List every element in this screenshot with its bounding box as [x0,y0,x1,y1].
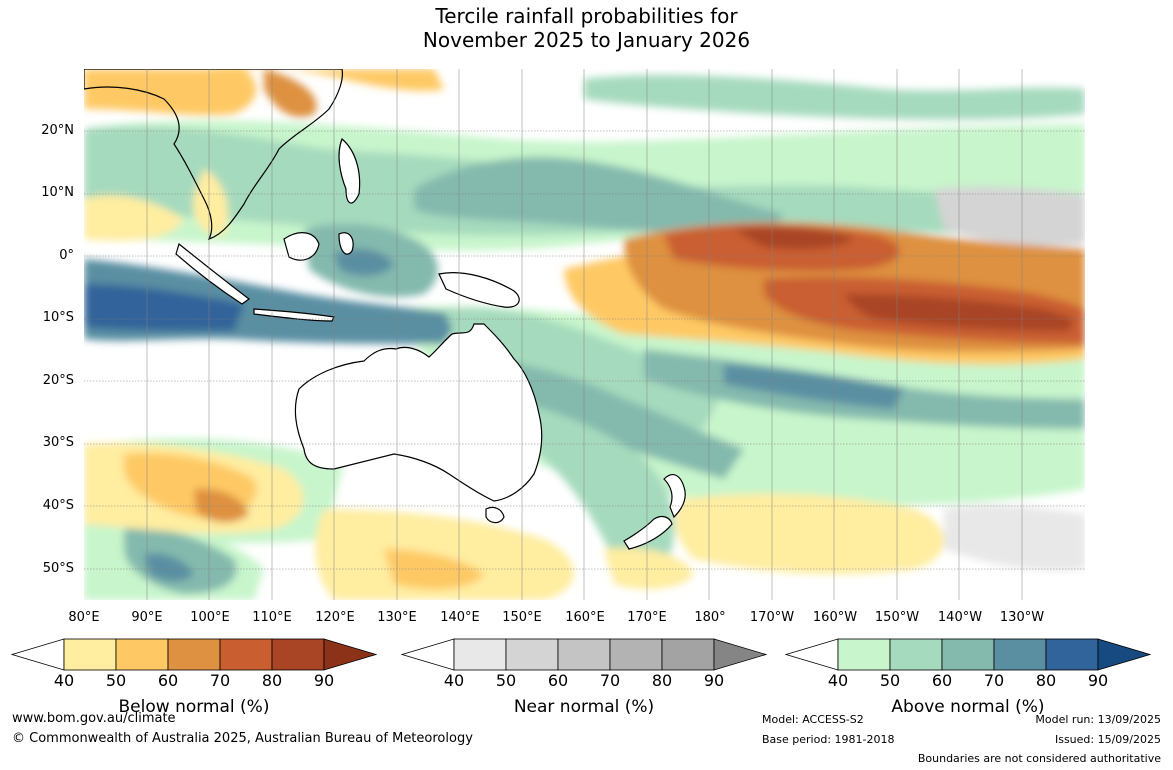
cb-above-segment-5 [1045,638,1099,671]
cb-near-segment-4 [609,638,663,671]
sulawesi-landmass [338,232,354,255]
cb-below-tick-60: 60 [157,671,179,690]
lon-label-160w: 160°W [812,610,858,625]
philippines-landmass [338,138,361,204]
java-landmass [253,308,335,322]
lat-label-50s: 50°S [42,561,74,576]
colorbar-strip [10,638,1152,671]
cb-below-segment-5 [271,638,325,671]
cb-near-segment-2 [505,638,559,671]
cb-above-tick-50: 50 [879,671,901,690]
cb-below-tick-70: 70 [209,671,231,690]
new-zealand-north-island [663,473,686,519]
bom-url-link[interactable]: www.bom.gov.au/climate [12,711,176,726]
cb-below-tick-50: 50 [105,671,127,690]
cb-below-segment-6 [323,638,378,671]
lon-label-90e: 90°E [131,610,163,625]
boundaries-disclaimer: Boundaries are not considered authoritat… [917,752,1161,765]
cb-below-segment-2 [115,638,169,671]
colorbar-above-normal [784,638,1152,671]
title-line-2: November 2025 to January 2026 [422,28,751,52]
lat-label-20n: 20°N [41,123,74,138]
lon-label-170e: 170°E [627,610,667,625]
cb-above-title: Above normal (%) [891,697,1045,717]
map-title: Tercile rainfall probabilities for Novem… [0,4,1173,52]
cb-above-tick-90: 90 [1087,671,1109,690]
lat-label-10s: 10°S [42,310,74,325]
cb-below-title: Below normal (%) [118,697,270,717]
sumatra-landmass [175,242,251,305]
cb-near-tick-70: 70 [599,671,621,690]
latitude-gridlines [84,130,1085,570]
lat-label-0: 0° [59,248,74,263]
coastlines [175,138,686,550]
base-period-text: Base period: 1981-2018 [762,733,895,746]
lon-label-110e: 110°E [252,610,292,625]
lon-label-130w: 130°W [999,610,1045,625]
cb-above-tick-40: 40 [827,671,849,690]
lat-label-40s: 40°S [42,498,74,513]
cb-below-tick-90: 90 [313,671,335,690]
cb-below-segment-3 [167,638,221,671]
cb-near-tick-50: 50 [495,671,517,690]
cb-near-segment-5 [661,638,715,671]
cb-below-tick-40: 40 [53,671,75,690]
copyright-text: © Commonwealth of Australia 2025, Austra… [12,731,473,746]
cb-below-segment-1 [63,638,117,671]
lon-label-140e: 140°E [440,610,480,625]
model-text: Model: ACCESS-S2 [762,713,864,726]
tasmania-landmass [485,506,505,524]
cb-near-tick-80: 80 [651,671,673,690]
colorbar-below-normal [10,638,378,671]
cb-near-segment-1 [453,638,507,671]
cb-above-tick-60: 60 [931,671,953,690]
lon-label-130e: 130°E [377,610,417,625]
cb-above-segment-2 [889,638,943,671]
colorbar-near-normal [400,638,768,671]
lon-label-80e: 80°E [68,610,100,625]
lon-label-180: 180° [694,610,726,625]
lon-label-170w: 170°W [749,610,795,625]
lat-label-10n: 10°N [41,185,74,200]
borneo-landmass [283,232,320,261]
lon-label-120e: 120°E [315,610,355,625]
lon-label-140w: 140°W [937,610,983,625]
lon-label-150e: 150°E [502,610,542,625]
cb-above-segment-6 [1097,638,1152,671]
cb-above-segment-0 [784,638,839,671]
rainfall-probability-map [84,69,1085,600]
cb-near-segment-3 [557,638,611,671]
lat-label-30s: 30°S [42,435,74,450]
new-zealand-south-island [623,515,673,550]
cb-near-title: Near normal (%) [513,697,655,717]
issued-text: Issued: 15/09/2025 [1054,733,1161,746]
model-run-text: Model run: 13/09/2025 [1035,713,1161,726]
cb-near-tick-60: 60 [547,671,569,690]
lat-label-20s: 20°S [42,373,74,388]
cb-near-segment-6 [713,638,768,671]
cb-near-tick-40: 40 [443,671,465,690]
cb-above-segment-4 [993,638,1047,671]
longitude-gridlines [146,69,1023,600]
cb-above-tick-80: 80 [1035,671,1057,690]
cb-above-segment-3 [941,638,995,671]
lon-label-150w: 150°W [874,610,920,625]
title-line-1: Tercile rainfall probabilities for [435,4,738,28]
cb-below-segment-4 [219,638,273,671]
cb-below-tick-80: 80 [261,671,283,690]
cb-above-tick-70: 70 [983,671,1005,690]
lon-label-100e: 100°E [190,610,230,625]
cb-near-tick-90: 90 [703,671,725,690]
cb-below-segment-0 [10,638,65,671]
cb-above-segment-1 [837,638,891,671]
cb-near-segment-0 [400,638,455,671]
lon-label-160e: 160°E [565,610,605,625]
australia-landmass [294,323,543,502]
